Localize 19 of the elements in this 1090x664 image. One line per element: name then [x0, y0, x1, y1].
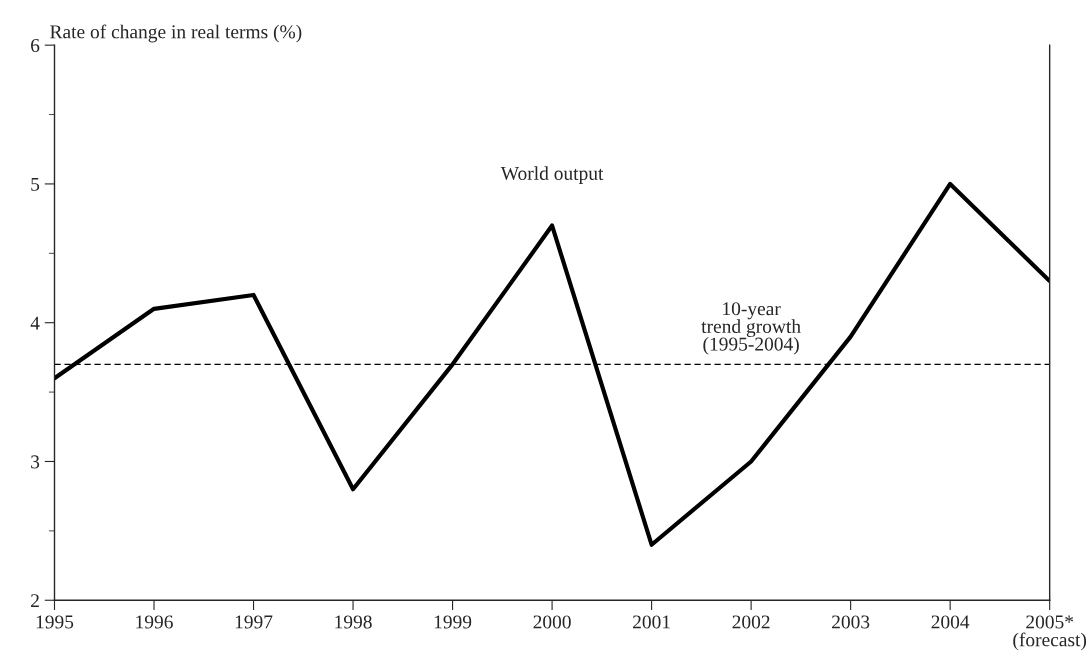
x-tick-label: 2001	[633, 615, 670, 629]
text: World output	[500, 166, 604, 184]
y-axis-title: Rate of change in real terms (%)	[50, 24, 302, 43]
x-tick-label: 2005* (forecast)	[1013, 615, 1087, 651]
x-tick-label: 1997	[235, 615, 273, 629]
x-tick-label: 2004	[931, 615, 970, 629]
x-tick-label: 2003	[832, 615, 870, 629]
y-tick-label: 4	[30, 316, 40, 330]
y-tick-label: 6	[31, 39, 40, 53]
x-tick-label: 1995	[36, 615, 74, 629]
x-tick-label: 1999	[434, 615, 472, 629]
ref-line-label: 10-year trend growth (1995-2004)	[701, 302, 801, 355]
x-tick-label: 1998	[335, 615, 372, 629]
x-tick-label: 2002	[732, 615, 770, 629]
x-tick-label: 1996	[136, 615, 173, 629]
x-tick-label: 2000	[533, 615, 571, 629]
y-tick-label: 3	[31, 455, 40, 469]
y-tick-label: 5	[31, 177, 40, 191]
y-tick-label: 2	[31, 594, 39, 607]
